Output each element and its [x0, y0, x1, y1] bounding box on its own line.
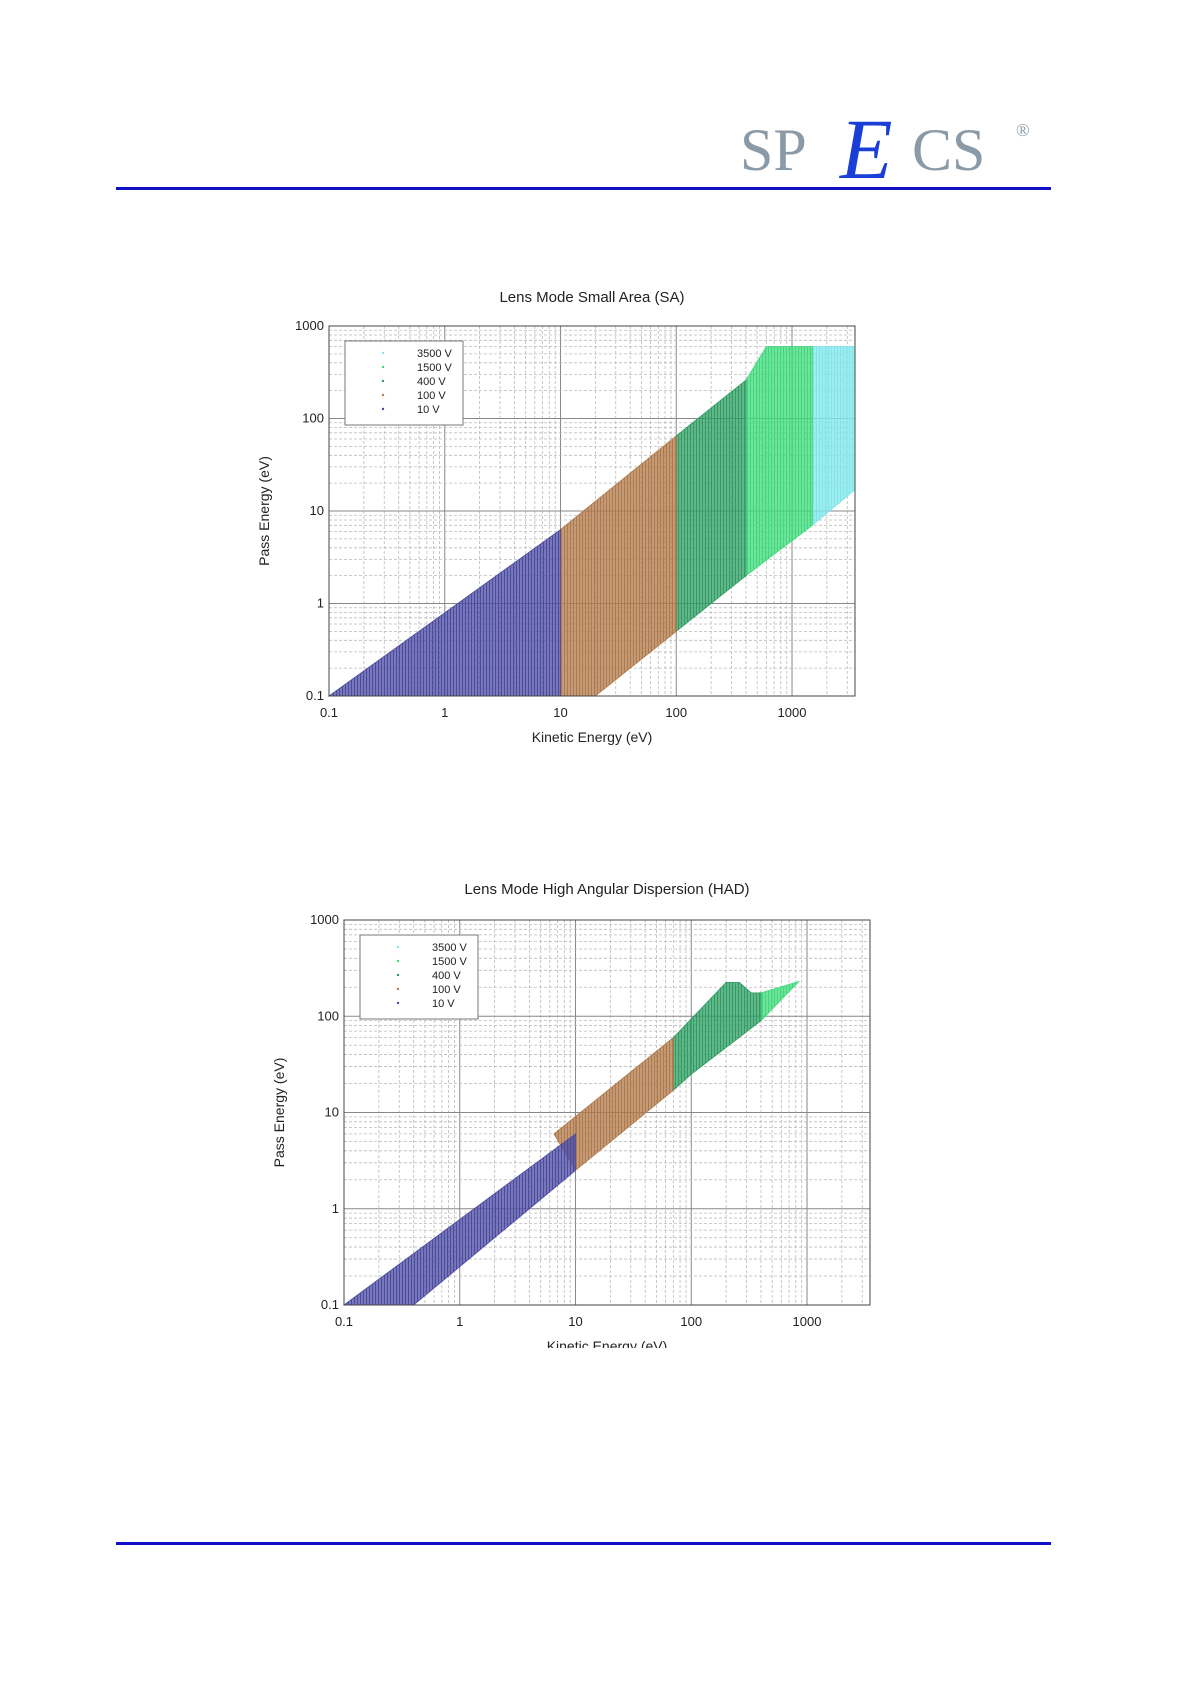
legend-label: 1500 V	[432, 956, 468, 968]
y-tick-label: 100	[317, 1008, 339, 1023]
legend-label: 10 V	[417, 404, 440, 416]
plot-frame	[328, 325, 856, 697]
chart-title: Lens Mode Small Area (SA)	[499, 289, 684, 306]
x-tick-label: 1	[456, 1314, 463, 1329]
x-tick-label: 1	[441, 705, 448, 720]
y-tick-label: 1000	[295, 318, 324, 333]
x-tick-label: 0.1	[335, 1314, 353, 1329]
legend-marker	[381, 379, 385, 383]
legend-marker	[381, 365, 385, 369]
legend-label: 3500 V	[417, 348, 453, 360]
legend-box	[359, 934, 479, 1020]
x-tick-label: 1000	[793, 1314, 822, 1329]
y-tick-label: 10	[310, 503, 324, 518]
logo-letters-right: CS	[912, 117, 985, 183]
specs-logo: SP E CS ®	[740, 112, 1030, 192]
y-tick-label: 100	[302, 411, 324, 426]
y-tick-label: 0.1	[321, 1297, 339, 1312]
series-areas	[342, 980, 801, 1306]
legend-label: 10 V	[432, 998, 455, 1010]
legend-label: 400 V	[432, 970, 461, 982]
x-tick-label: 100	[665, 705, 687, 720]
chart-had-svg: Lens Mode High Angular Dispersion (HAD) 0…	[271, 881, 871, 1348]
header-rule	[116, 187, 1051, 190]
legend-label: 100 V	[432, 984, 461, 996]
legend-label: 1500 V	[417, 362, 453, 374]
grid	[328, 326, 855, 697]
x-tick-label: 0.1	[320, 705, 338, 720]
legend-marker	[381, 407, 385, 411]
y-tick-label: 1	[332, 1201, 339, 1216]
y-tick-label: 1	[317, 596, 324, 611]
legend-label: 400 V	[417, 376, 446, 388]
legend-marker	[396, 1001, 400, 1005]
logo-registered-mark: ®	[1016, 120, 1030, 140]
logo-letters-left: SP	[740, 117, 807, 183]
x-tick-label: 1000	[778, 705, 807, 720]
plot-frame	[343, 919, 871, 1306]
legend-marker	[396, 959, 400, 963]
logo-letter-e: E	[838, 112, 893, 192]
chart-small-area-svg: Lens Mode Small Area (SA) 0.1 1 10 100 1000 0.…	[256, 289, 856, 745]
legend-box	[344, 340, 464, 426]
series-area-400v	[672, 982, 762, 1092]
legend-marker	[396, 973, 400, 977]
x-tick-label: 100	[680, 1314, 702, 1329]
chart-title: Lens Mode High Angular Dispersion (HAD)	[464, 881, 749, 898]
y-axis-label: Pass Energy (eV)	[271, 1058, 287, 1168]
y-tick-label: 0.1	[306, 688, 324, 703]
legend-marker	[396, 987, 400, 991]
legend-label: 100 V	[417, 390, 446, 402]
y-axis-label: Pass Energy (eV)	[256, 456, 272, 566]
chart-small-area: Lens Mode Small Area (SA) 0.1 1 10 100 1000 0.…	[0, 268, 1190, 748]
x-axis-label: Kinetic Energy (eV)	[532, 729, 653, 745]
y-tick-label: 1000	[310, 912, 339, 927]
y-tick-label: 10	[325, 1105, 339, 1120]
legend: 3500 V 1500 V 400 V 100 V 10 V	[359, 934, 479, 1020]
x-axis-label: Kinetic Energy (eV)	[547, 1338, 668, 1348]
x-tick-label: 10	[553, 705, 567, 720]
x-tick-label: 10	[568, 1314, 582, 1329]
legend-marker	[381, 351, 385, 355]
legend-label: 3500 V	[432, 942, 468, 954]
legend-marker	[381, 393, 385, 397]
legend-marker	[396, 945, 400, 949]
series-areas	[327, 346, 856, 697]
chart-high-angular-dispersion: Lens Mode High Angular Dispersion (HAD) 0…	[0, 858, 1190, 1348]
footer-rule	[116, 1542, 1051, 1545]
legend: 3500 V 1500 V 400 V 100 V 10 V	[344, 340, 464, 426]
